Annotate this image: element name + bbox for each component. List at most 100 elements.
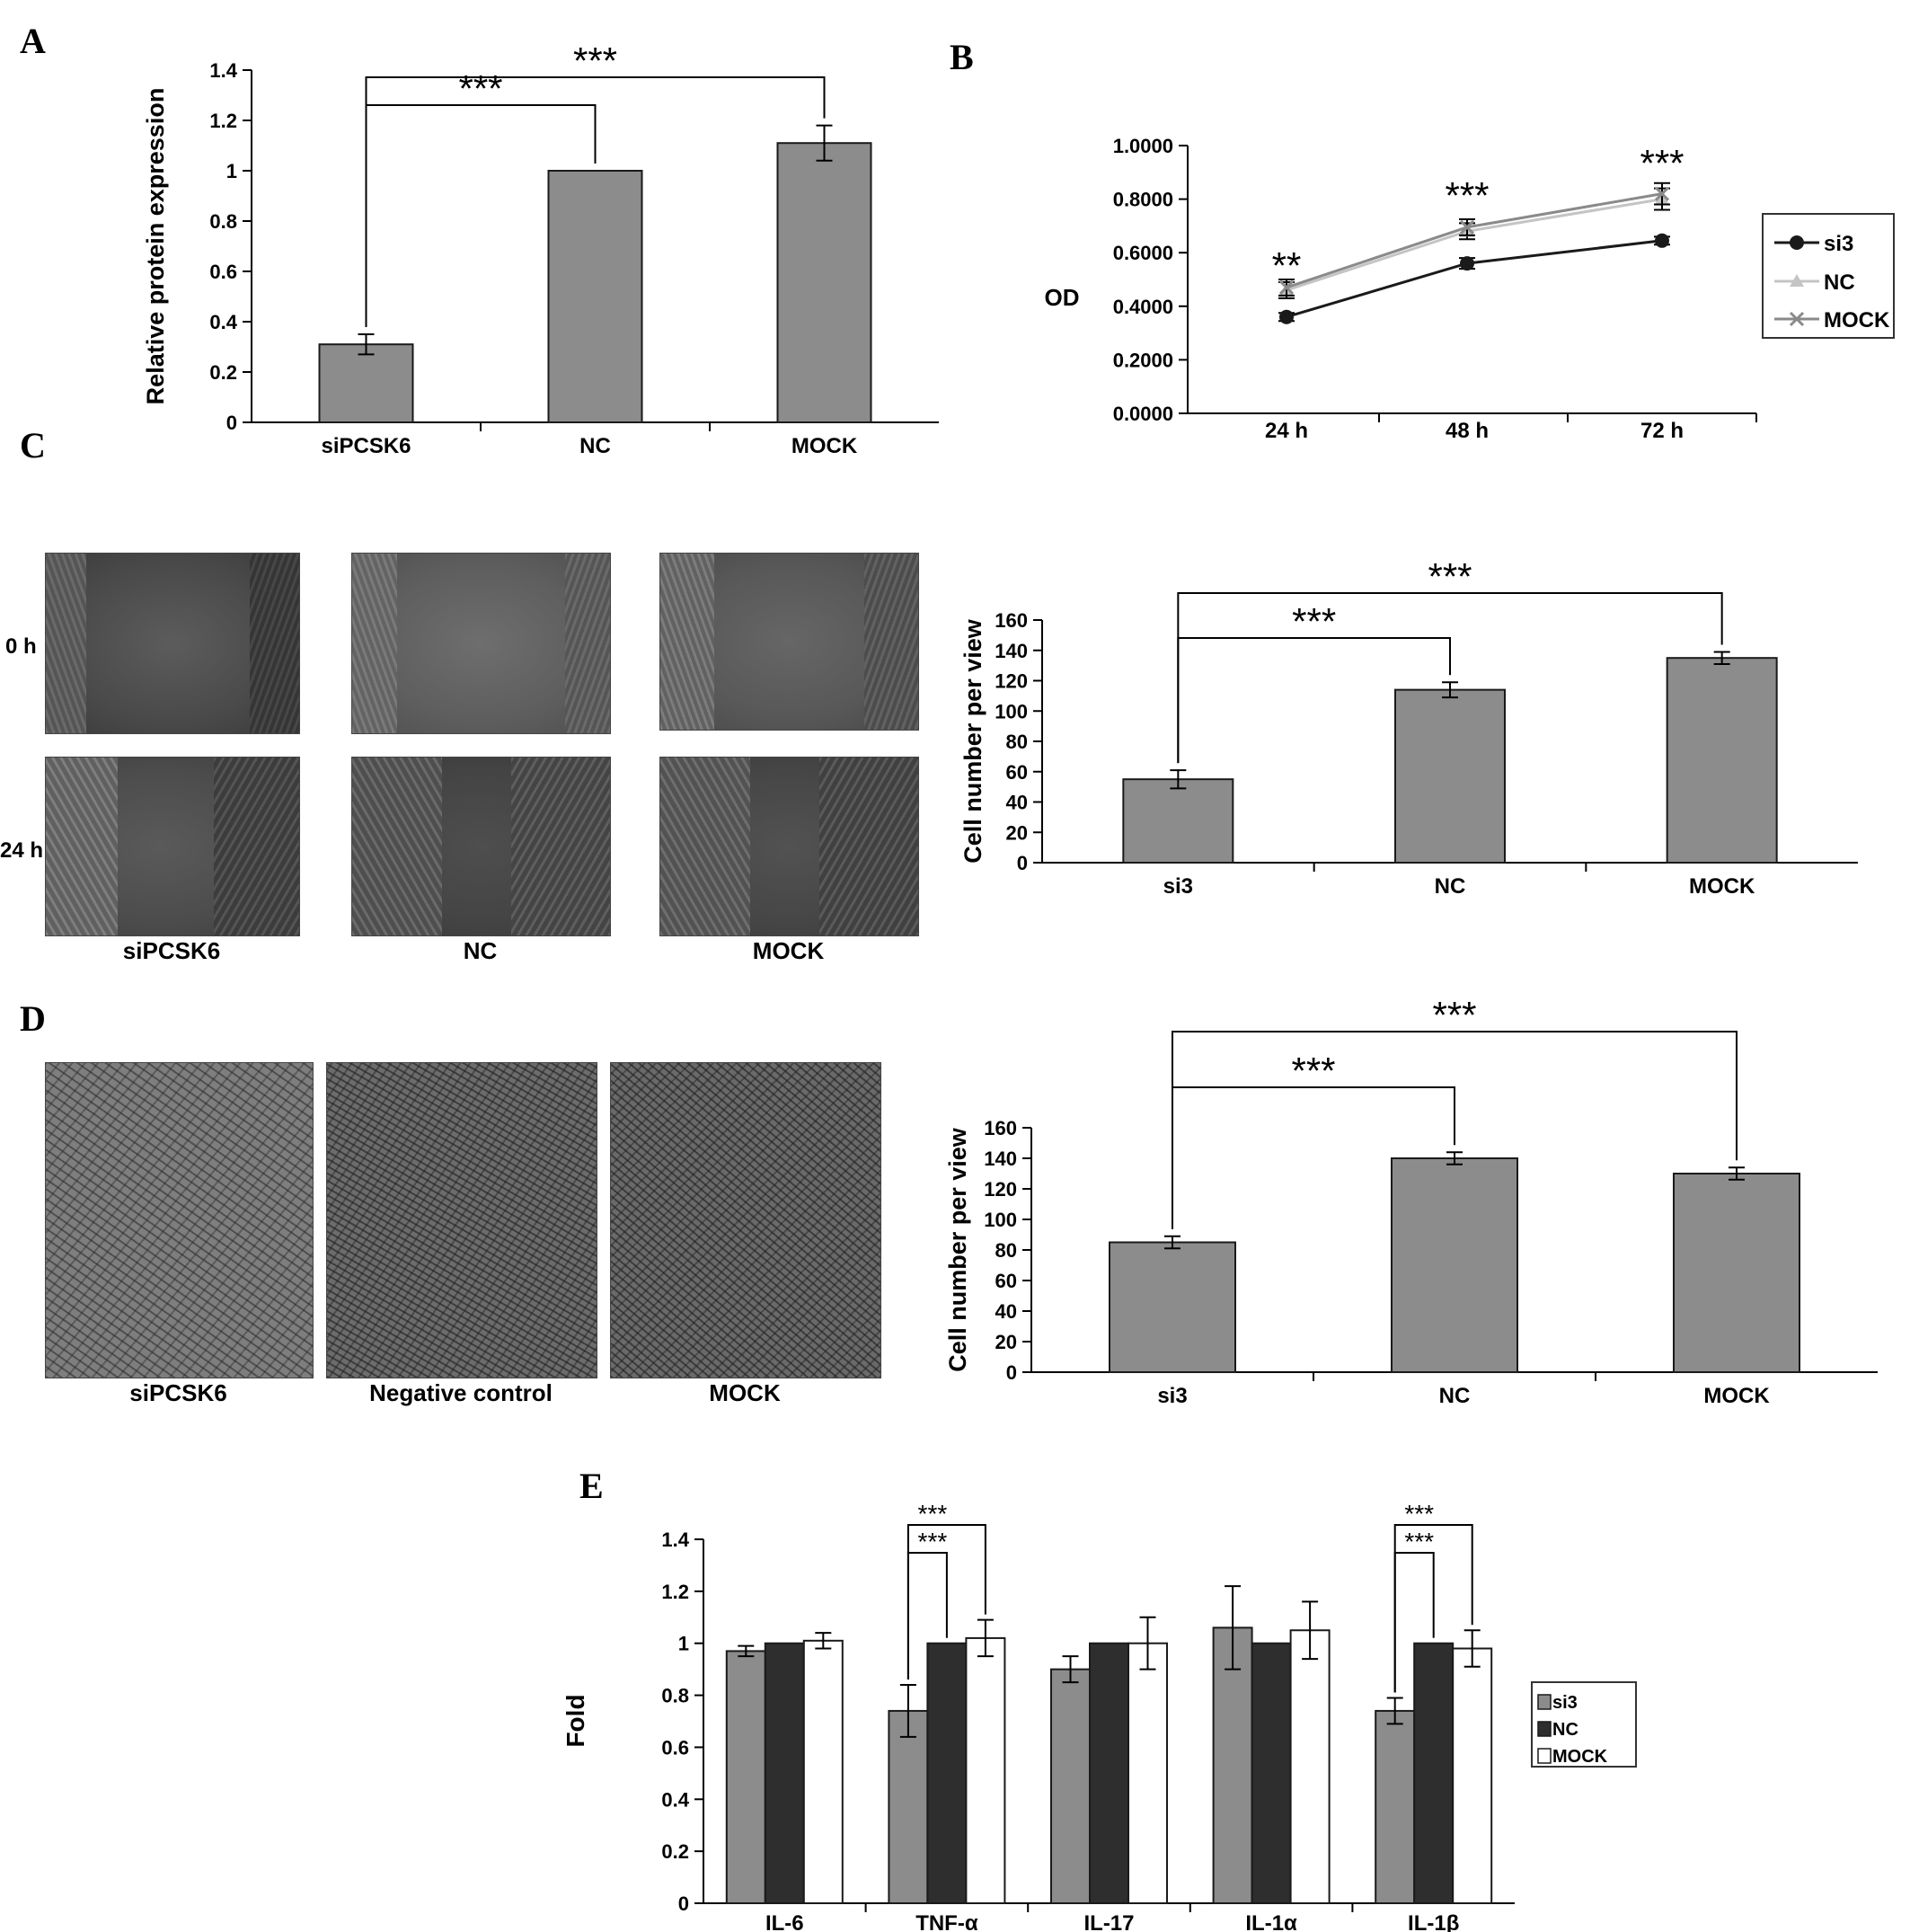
chart-d-y-tick-label: 120 bbox=[984, 1178, 1017, 1201]
chart-b-legend-label-NC: NC bbox=[1824, 270, 1855, 295]
chart-e-legend-swatch-si3 bbox=[1537, 1694, 1552, 1710]
chart-d-y-tick-label: 0 bbox=[1006, 1361, 1017, 1384]
chart-e-legend-swatch-MOCK bbox=[1537, 1748, 1552, 1764]
chart-d-bar-NC bbox=[1391, 1157, 1518, 1373]
chart-c-significance-label: *** bbox=[1428, 555, 1472, 598]
chart-e-bar-NC-TNF-α bbox=[926, 1642, 968, 1904]
chart-e-y-tick-label: 0 bbox=[678, 1892, 689, 1915]
chart-c-y-tick-label: 140 bbox=[995, 640, 1028, 662]
chart-a-significance-bracket bbox=[365, 76, 826, 327]
caption-c-mock: MOCK bbox=[752, 937, 825, 964]
chart-e-significance-label: *** bbox=[1404, 1500, 1434, 1528]
panel-label-e: E bbox=[579, 1466, 604, 1506]
chart-e-bar-MOCK-IL-17 bbox=[1127, 1642, 1168, 1904]
chart-a-y-tick-label: 1.4 bbox=[209, 59, 237, 82]
caption-d-sipcsk6: siPCSK6 bbox=[129, 1379, 227, 1406]
chart-c-y-tick-label: 160 bbox=[995, 609, 1028, 632]
micrograph-mock-24h bbox=[659, 757, 919, 936]
chart-b-point-MOCK bbox=[1278, 279, 1295, 296]
caption-d-mock: MOCK bbox=[709, 1379, 781, 1406]
chart-e-y-tick-label: 0.6 bbox=[661, 1736, 689, 1759]
chart-a-significance-label: *** bbox=[458, 67, 502, 110]
chart-e-category-label: IL-17 bbox=[1083, 1911, 1134, 1932]
chart-a-category-label: NC bbox=[579, 434, 611, 458]
chart-e-significance-bracket bbox=[1393, 1524, 1473, 1693]
chart-e-y-tick-label: 0.8 bbox=[661, 1685, 689, 1707]
caption-c-nc: NC bbox=[463, 937, 498, 964]
micrograph-nc-24h bbox=[351, 757, 611, 936]
chart-b-point-si3 bbox=[1655, 233, 1669, 248]
chart-c-significance-label: *** bbox=[1292, 600, 1336, 643]
micrograph-sipcsk6-24h bbox=[45, 757, 300, 936]
chart-e-y-tick-label: 1.4 bbox=[661, 1529, 689, 1551]
chart-c-y-tick-label: 80 bbox=[1006, 731, 1028, 753]
chart-e-y-tick-label: 1 bbox=[678, 1633, 689, 1655]
panel-label-b: B bbox=[950, 37, 974, 77]
chart-a-y-tick-label: 1.2 bbox=[209, 110, 237, 132]
chart-b-series-line-si3 bbox=[1286, 239, 1663, 319]
chart-b-x-label: 72 h bbox=[1640, 419, 1684, 443]
chart-e-bar-MOCK-IL-1α bbox=[1289, 1629, 1331, 1904]
caption-d-negative-control: Negative control bbox=[369, 1379, 553, 1406]
chart-d-y-tick-label: 20 bbox=[995, 1331, 1017, 1353]
chart-d-significance-label: *** bbox=[1291, 1050, 1335, 1092]
chart-d-y-tick-label: 140 bbox=[984, 1148, 1017, 1170]
micrograph-d-negative-control bbox=[326, 1062, 597, 1378]
chart-e-bar-NC-IL-1β bbox=[1413, 1642, 1455, 1904]
chart-a-y-tick-label: 0.8 bbox=[209, 210, 237, 233]
chart-e-bar-si3-IL-17 bbox=[1050, 1668, 1091, 1904]
row-label-0h: 0 h bbox=[5, 634, 37, 659]
chart-e-category-label: IL-1β bbox=[1408, 1911, 1459, 1932]
panel-label-c: C bbox=[20, 425, 46, 465]
chart-e-bar-MOCK-IL-6 bbox=[802, 1639, 844, 1904]
chart-c-bar-MOCK bbox=[1666, 657, 1778, 864]
micrograph-sipcsk6-0h bbox=[45, 553, 300, 734]
chart-b-legend-marker-NC bbox=[1790, 274, 1804, 287]
chart-c-category-label: NC bbox=[1435, 874, 1466, 899]
chart-c-y-tick-label: 40 bbox=[1006, 792, 1028, 814]
chart-b-y-tick-label: 0.8000 bbox=[1113, 189, 1173, 211]
chart-e-bar-MOCK-TNF-α bbox=[965, 1636, 1006, 1905]
chart-b-y-tick-label: 0.4000 bbox=[1113, 296, 1173, 318]
chart-a-category-label: MOCK bbox=[791, 434, 858, 458]
chart-b-y-tick-label: 1.0000 bbox=[1113, 135, 1173, 157]
chart-d-y-axis-label: Cell number per view bbox=[944, 1127, 971, 1372]
chart-e-category-label: TNF-α bbox=[915, 1911, 978, 1932]
chart-d-category-label: si3 bbox=[1157, 1384, 1187, 1408]
chart-a-bar-MOCK bbox=[776, 142, 872, 423]
chart-b-legend-marker-si3 bbox=[1790, 235, 1804, 250]
chart-a-y-axis-label: Relative protein expression bbox=[142, 88, 169, 405]
chart-e-significance-label: *** bbox=[918, 1500, 948, 1528]
micrograph-d-sipcsk6 bbox=[45, 1062, 314, 1378]
chart-c-y-tick-label: 60 bbox=[1006, 761, 1028, 784]
caption-c-sipcsk6: siPCSK6 bbox=[122, 937, 221, 964]
chart-b-legend-label-si3: si3 bbox=[1824, 232, 1853, 256]
chart-b-x-label: 24 h bbox=[1265, 419, 1308, 443]
chart-e-y-tick-label: 1.2 bbox=[661, 1581, 689, 1603]
chart-d-y-tick-label: 80 bbox=[995, 1239, 1017, 1262]
chart-e-bar-si3-TNF-α bbox=[888, 1709, 929, 1905]
chart-b-legend bbox=[1762, 213, 1895, 339]
chart-e-bar-NC-IL-6 bbox=[764, 1642, 805, 1904]
chart-b-x-label: 48 h bbox=[1446, 419, 1489, 443]
chart-a-y-tick-label: 0.4 bbox=[209, 311, 237, 333]
chart-c-y-axis-label: Cell number per view bbox=[959, 618, 986, 864]
chart-a-y-tick-label: 0 bbox=[226, 412, 237, 434]
chart-a-bar-NC bbox=[547, 170, 643, 423]
micrograph-nc-0h bbox=[351, 553, 611, 734]
chart-b-significance-label: *** bbox=[1640, 142, 1684, 184]
chart-b-legend-marker-MOCK bbox=[1789, 311, 1805, 327]
chart-e-significance-label: *** bbox=[1404, 1528, 1434, 1555]
micrograph-mock-0h bbox=[659, 553, 919, 731]
chart-e-bar-si3-IL-6 bbox=[725, 1650, 766, 1904]
chart-b-point-MOCK bbox=[1459, 219, 1475, 235]
chart-a-significance-label: *** bbox=[573, 40, 617, 82]
chart-e-bar-NC-IL-17 bbox=[1089, 1642, 1129, 1904]
chart-d-bar-MOCK bbox=[1673, 1173, 1800, 1373]
chart-c-category-label: si3 bbox=[1163, 874, 1193, 899]
chart-d-significance-bracket bbox=[1172, 1031, 1738, 1229]
chart-e-bar-MOCK-IL-1β bbox=[1452, 1647, 1493, 1904]
chart-b-point-si3 bbox=[1460, 256, 1474, 271]
chart-a-y-tick-label: 1 bbox=[226, 160, 237, 182]
